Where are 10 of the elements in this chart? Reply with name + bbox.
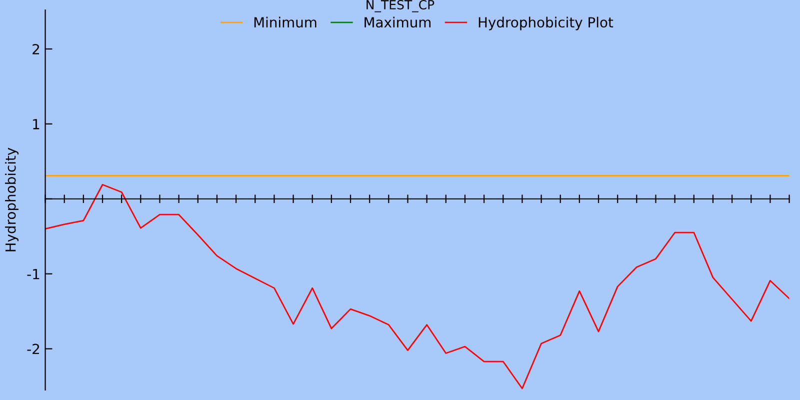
legend-label: Maximum	[364, 16, 431, 28]
line-series	[45, 184, 790, 390]
y-tick-label: -2	[27, 344, 40, 354]
y-tick-label: -1	[27, 268, 40, 280]
y-tick-label: 2	[32, 44, 40, 54]
legend-label: Minimum	[254, 16, 316, 28]
y-tick-label: 1	[33, 119, 40, 130]
chart-title: N_TEST_CP	[366, 0, 434, 12]
legend-label: Hydrophobicity Plot	[478, 16, 614, 30]
y-axis-title: Hydrophobicity	[5, 148, 18, 252]
